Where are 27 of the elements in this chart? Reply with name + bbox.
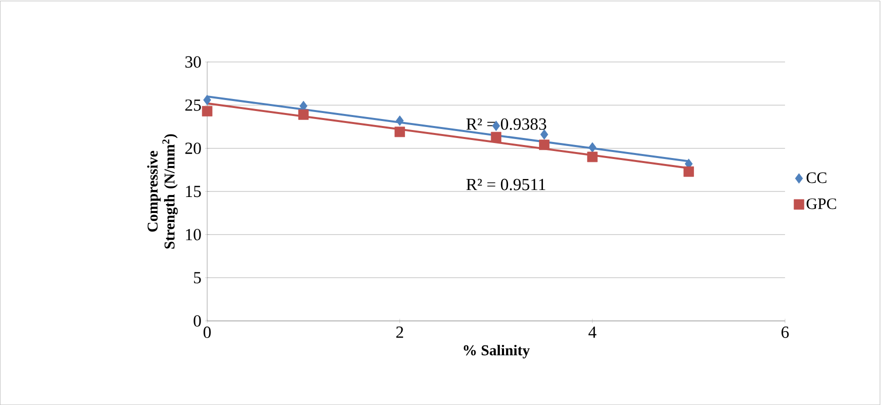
x-axis-title: % Salinity [464,344,530,358]
point [684,166,694,177]
y-tick-label: 0 [194,315,201,327]
y-tick-label: 5 [194,272,201,284]
point [587,152,598,162]
point [298,109,309,120]
y-axis-title: Compressive Strength (N/mm$^{2}$) [147,134,178,249]
point [203,94,212,106]
legend-label: GPC [806,198,836,210]
point [396,115,404,126]
y-tick-label: 25 [185,99,201,111]
point [539,140,550,150]
x-tick-label: 0 [204,326,211,338]
legend-label: CC [806,172,826,184]
x-tick-label: 4 [588,326,596,338]
annotation: R² = 0.9511 [466,178,546,190]
point [202,106,212,116]
y-tick-label: 15 [186,186,201,198]
point [394,126,405,138]
point [490,132,502,142]
y-tick-label: 10 [186,228,201,240]
point [588,142,596,153]
y-tick-label: 30 [185,56,201,68]
y-tick-label: 20 [185,142,201,154]
point [540,129,548,140]
x-tick-label: 2 [396,326,404,338]
x-tick-label: 6 [782,326,789,338]
